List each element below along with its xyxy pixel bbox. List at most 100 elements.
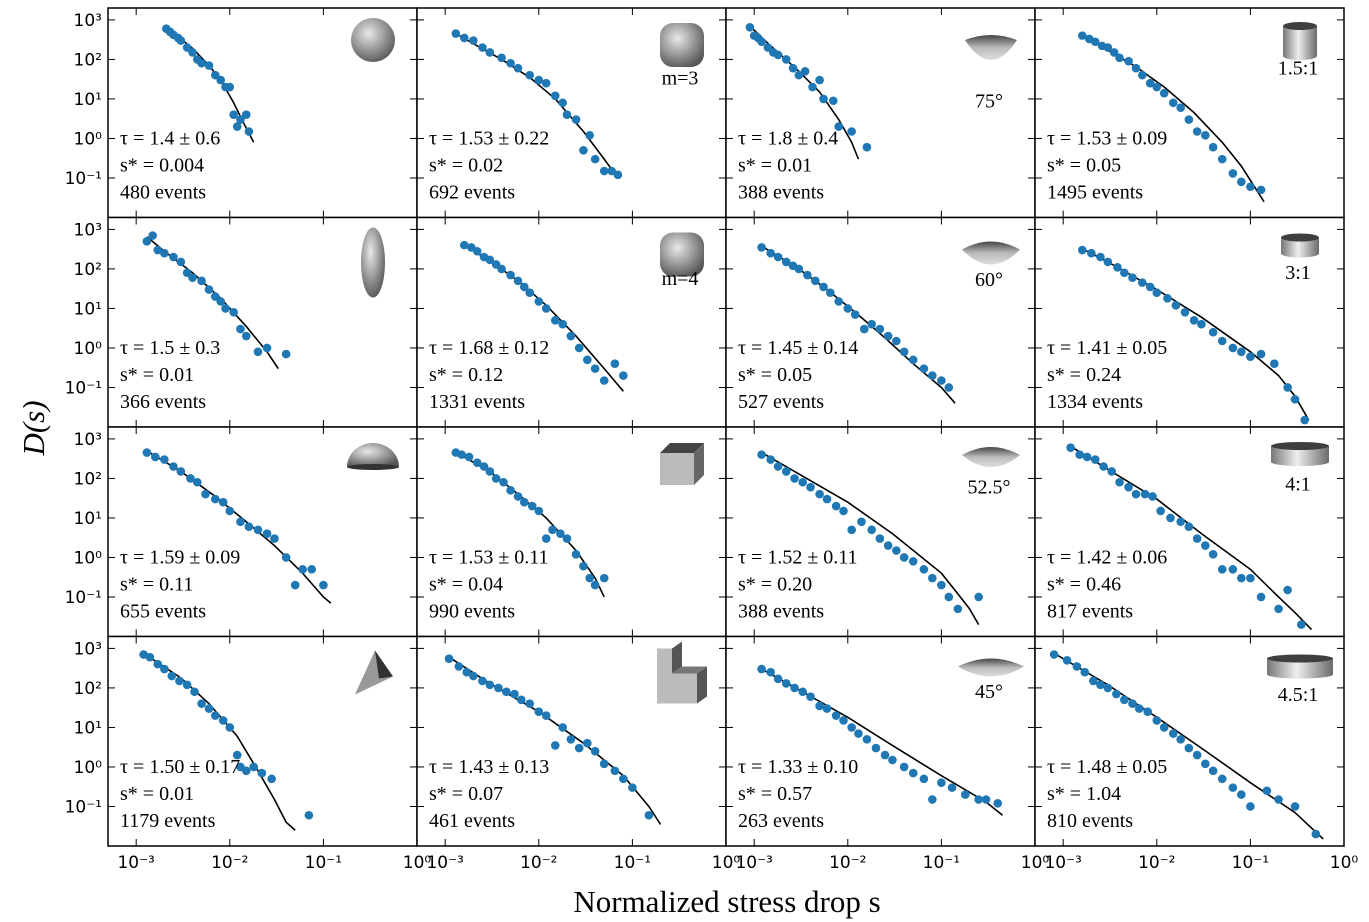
s-star-annotation: s* = 1.04 [1047,783,1121,805]
y-tick-label: 10¹ [74,299,102,319]
panel: τ = 1.68 ± 0.12 s* = 0.12 1331 events m=4 [416,216,727,428]
data-point [510,689,519,699]
data-point [188,273,197,282]
data-point [232,122,242,131]
s-star-annotation: s* = 0.07 [429,783,503,805]
data-point [880,750,890,760]
data-point [236,517,245,527]
data-point [1090,37,1100,47]
data-point [590,364,600,373]
data-point [1113,262,1122,272]
data-point [571,115,581,124]
panel: τ = 1.48 ± 0.05 s* = 1.04 810 events 4.5:1 [1034,635,1345,847]
data-point [875,534,885,543]
data-point [1201,759,1210,769]
data-point [1096,680,1105,690]
data-point [1184,743,1194,753]
data-point [1109,48,1119,57]
data-point [798,477,808,487]
data-point [1237,573,1246,583]
data-point [1082,452,1092,462]
data-point [290,580,300,590]
data-point [1115,477,1124,487]
data-point [1168,729,1178,738]
data-point [947,783,957,792]
shape-label: 52.5° [968,477,1011,499]
events-annotation: 655 events [120,601,206,623]
data-point [464,452,474,462]
shape-icon [1283,22,1317,30]
data-point [1140,489,1150,499]
data-point [270,534,279,543]
data-point [862,142,872,152]
data-point [550,741,560,750]
data-point [451,29,461,38]
data-point [197,699,206,708]
shape-icon [1267,670,1333,679]
tau-annotation: τ = 1.48 ± 0.05 [1047,756,1167,778]
data-point [1269,359,1279,368]
data-point [1128,273,1137,282]
data-point [1159,88,1169,98]
x-tick-label: 10⁻¹ [1232,853,1269,873]
data-point [867,319,876,329]
data-point [469,36,478,45]
data-point [182,680,192,690]
data-point [142,236,152,246]
data-point [937,778,946,787]
data-point [1208,142,1218,152]
data-point [585,573,595,583]
data-point [1180,307,1190,317]
y-tick-label: 10⁰ [74,339,103,359]
y-tick-label: 10⁻¹ [65,797,102,817]
x-axis-label: Normalized stress drop s [573,884,880,919]
events-annotation: 480 events [120,182,206,204]
data-point [513,492,523,501]
data-point [819,94,828,104]
data-point [794,70,804,80]
shape-icon [697,666,707,704]
data-point [1120,268,1129,278]
data-point [494,683,503,693]
data-point [1237,347,1246,357]
s-star-annotation: s* = 0.004 [120,155,204,177]
x-tick-label: 10⁰ [1021,853,1050,873]
data-point [790,474,799,483]
data-point [847,525,856,535]
data-point [307,565,316,574]
data-point [485,680,495,690]
data-point [585,131,595,140]
tau-annotation: τ = 1.53 ± 0.09 [1047,128,1167,150]
data-point [218,497,228,507]
data-point [527,501,537,511]
data-point [781,679,791,688]
events-annotation: 1334 events [1047,391,1143,413]
data-point [459,240,469,250]
data-point [197,276,206,286]
shape-icon [375,650,393,679]
events-annotation: 366 events [120,391,206,413]
fit-line [146,450,332,604]
data-point [541,711,551,720]
data-point [579,561,588,571]
data-point [558,98,567,108]
shape-icon [1281,249,1319,258]
data-point [160,664,169,674]
data-point [908,556,918,566]
y-tick-label: 10² [74,50,102,70]
data-point [1246,352,1255,362]
data-point [267,774,276,784]
x-tick-label: 10⁻³ [117,853,154,873]
data-point [808,82,817,92]
data-point [253,347,263,357]
y-tick-label: 10² [74,260,102,280]
data-point [241,110,251,119]
data-point [590,580,600,590]
shape-icon [660,232,704,277]
data-point [1128,699,1137,708]
panel: τ = 1.33 ± 0.10 s* = 0.57 263 events 45° [725,635,1036,847]
data-point [899,762,909,772]
data-point [815,701,824,711]
data-point [197,58,206,68]
